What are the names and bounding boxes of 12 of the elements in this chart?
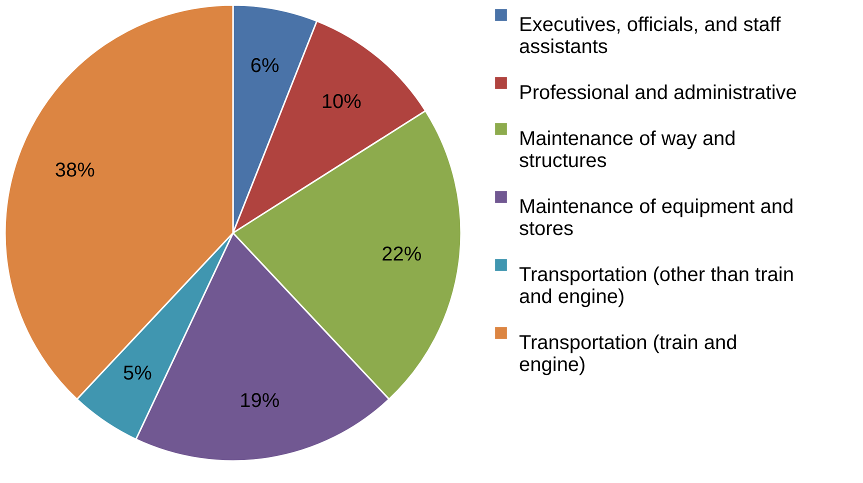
legend-label: Transportation (other than train and engine) [519, 264, 794, 308]
legend-label: Maintenance of way and structures [519, 128, 736, 172]
legend-label: Professional and administrative [519, 82, 797, 104]
data-label: 22% [382, 243, 422, 266]
legend-label: Maintenance of equipment and stores [519, 196, 794, 240]
data-label: 10% [321, 91, 362, 114]
data-label: 5% [122, 362, 152, 385]
data-label: 19% [240, 390, 280, 412]
legend-label: Executives, officials, and staff assistants [519, 14, 782, 58]
data-label: 38% [54, 159, 96, 182]
data-label: 6% [250, 55, 280, 78]
legend-label: Transportation (train and engine) [519, 332, 738, 376]
